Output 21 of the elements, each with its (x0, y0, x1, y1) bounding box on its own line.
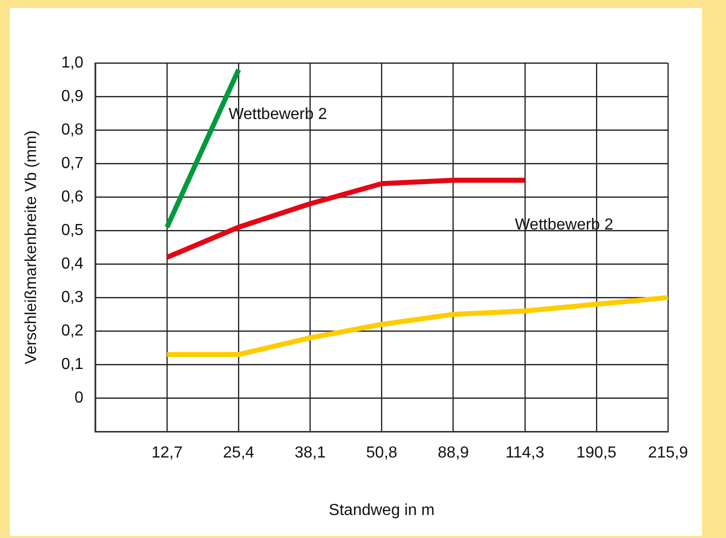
y-tick-label: 0,1 (61, 356, 84, 373)
x-axis-title: Standweg in m (328, 502, 435, 519)
y-tick-label: 0,4 (61, 255, 84, 272)
x-tick-label: 38,1 (294, 444, 326, 462)
y-tick-label: 0,7 (61, 154, 84, 172)
y-axis-title: Verschleißmarkenbreite Vb (mm) (23, 130, 40, 364)
y-tick-label: 1,0 (61, 54, 84, 72)
y-tick-label: 0,6 (61, 188, 84, 206)
x-tick-label: 88,9 (438, 444, 469, 462)
y-tick-label: 0,9 (61, 88, 84, 105)
x-tick-label: 12,7 (151, 444, 183, 462)
x-tick-label: 25,4 (223, 444, 254, 462)
y-tick-label: 0,3 (61, 288, 84, 306)
y-tick-label: 0,8 (61, 121, 84, 138)
y-tick-label: 0,2 (61, 322, 84, 340)
x-tick-label: 190,5 (576, 444, 617, 462)
y-tick-label: 0,5 (61, 222, 84, 239)
y-tick-label: 0 (74, 389, 84, 406)
x-tick-label: 114,3 (505, 444, 544, 462)
x-tick-label: 50,8 (366, 444, 398, 462)
x-tick-label: 215,9 (648, 444, 688, 462)
